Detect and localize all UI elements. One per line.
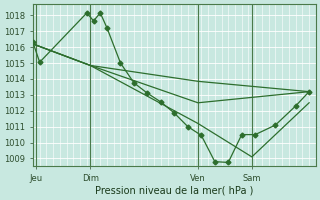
X-axis label: Pression niveau de la mer( hPa ): Pression niveau de la mer( hPa ) bbox=[95, 186, 253, 196]
